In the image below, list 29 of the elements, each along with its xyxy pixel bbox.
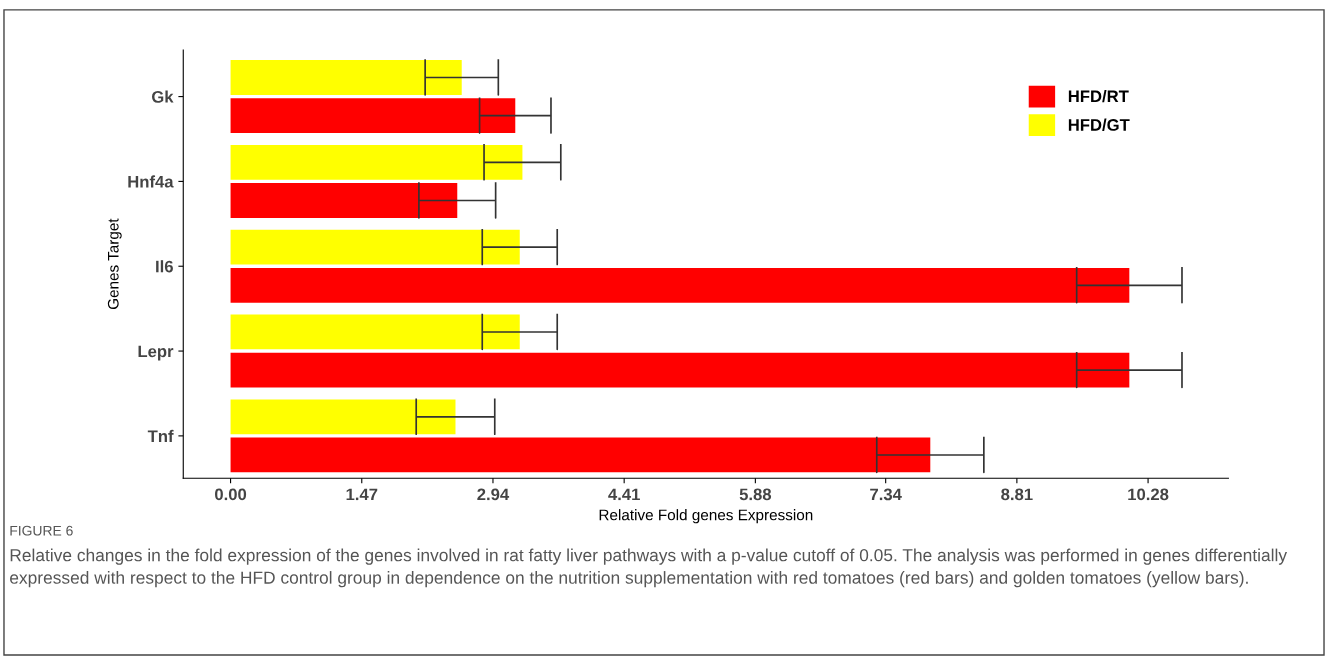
bar [230,183,458,218]
x-tick-label: 0.00 [215,488,247,501]
legend-label: HFD/RT [1068,89,1129,103]
y-tick-label: Gk [151,90,174,103]
bar [230,229,520,265]
bar [230,60,462,95]
bar [230,267,1130,303]
y-tick-label: Hnf4a [128,175,174,188]
y-axis-title: Genes Target [107,218,122,310]
x-axis-title: Relative Fold genes Expression [599,509,813,524]
bar [230,314,520,350]
bar [230,352,1130,388]
bar [230,399,456,435]
y-tick-label: Tnf [147,429,174,442]
legend-label: HFD/GT [1068,118,1130,132]
x-tick-label: 1.47 [346,488,378,501]
x-tick-label: 2.94 [477,488,510,501]
x-tick-label: 8.81 [1001,488,1033,501]
bar [230,144,523,180]
bar [230,437,931,473]
y-tick-label: Lepr [138,345,174,361]
y-tick-label: Il6 [156,260,173,273]
bar [230,98,516,134]
x-tick-label: 5.88 [739,488,772,501]
x-tick-label: 7.34 [870,488,902,501]
text: Relative changes in the fold expression of the genes involved in rat fatty liver pathways with a p-value cutoff of 0.05. The analysis was performed in genes differentially expressed with respect to the HFD control group in dependence on the nutrition supplementation with red tomatoes (red bars) and golden tomatoes (yellow bars). [10,548,1288,588]
x-tick-label: 4.41 [608,488,640,501]
x-tick-label: 10.28 [1128,488,1169,501]
caption: FIGURE 6 [10,525,73,536]
